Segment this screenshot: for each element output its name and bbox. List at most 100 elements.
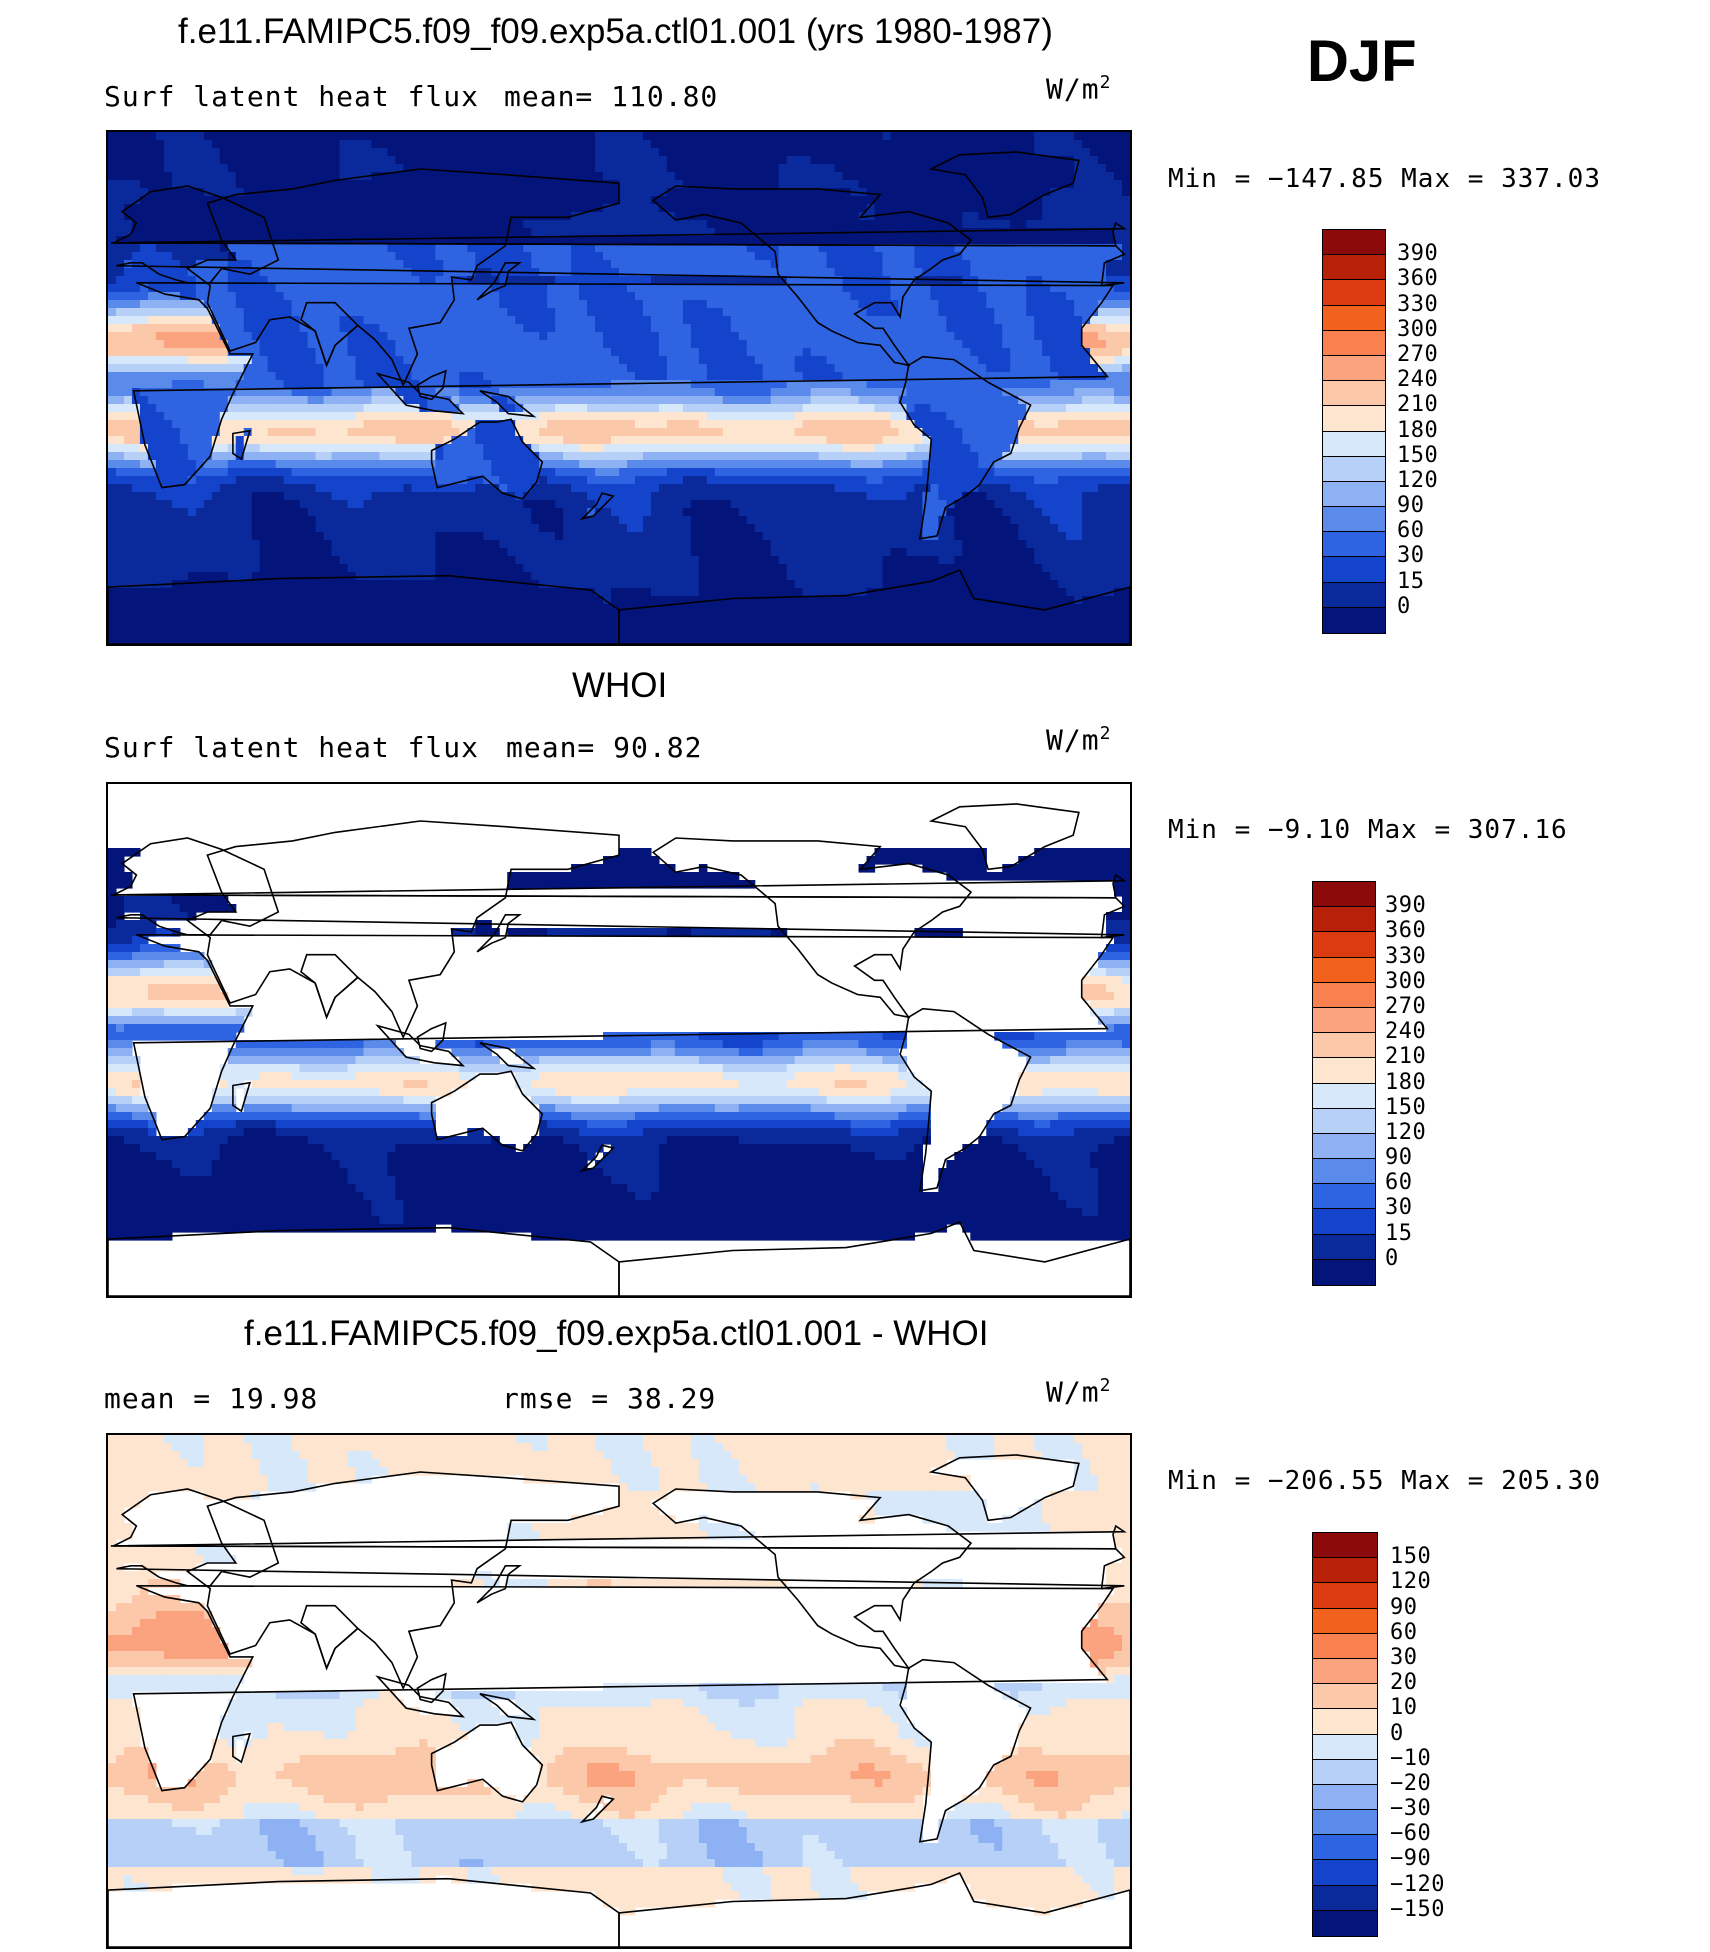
minmax-label-diff: Min = −206.55 Max = 205.30 (1168, 1466, 1601, 1496)
map-obs (106, 782, 1132, 1298)
coastline-antarctica (108, 574, 620, 644)
colorbar-tick-label: 210 (1397, 392, 1439, 418)
mean-label-model: mean= 110.80 (504, 80, 719, 113)
colorbar-tick-label: 330 (1385, 943, 1427, 969)
colorbar-cell (1323, 431, 1385, 457)
coastline-borneo (416, 1672, 447, 1704)
units-label-obs: W/m2 (1046, 723, 1112, 757)
coastline-australia (430, 1070, 544, 1152)
colorbar-cell (1323, 456, 1385, 482)
colorbar-cell (1313, 1558, 1377, 1584)
colorbar-tick-label: 150 (1397, 442, 1439, 468)
colorbar-tick-label: 30 (1397, 543, 1425, 569)
colorbar-cell (1323, 481, 1385, 508)
colorbar-cell (1313, 1734, 1377, 1760)
panel-title-obs: WHOI (572, 666, 668, 705)
colorbar-cell (1323, 305, 1385, 331)
panel-title-model: f.e11.FAMIPC5.f09_f09.exp5a.ctl01.001 (y… (178, 12, 1053, 51)
colorbar-tick-label: 30 (1390, 1644, 1418, 1670)
coastline-uk (110, 1524, 1127, 1550)
coastline-africa (132, 1585, 1115, 1792)
coastline-indonesia (375, 1675, 466, 1718)
colorbar-cell (1313, 1860, 1377, 1886)
coastline-india_extra (300, 301, 359, 368)
colorbar-tick-label: 300 (1385, 968, 1427, 994)
colorbar-cell (1313, 1133, 1375, 1160)
colorbar-tick-label: 360 (1385, 918, 1427, 944)
colorbar-tick-label: −10 (1390, 1745, 1432, 1771)
colorbar-cell (1313, 1684, 1377, 1710)
coastline-namerica (651, 1488, 973, 1670)
colorbar-cell (1313, 957, 1375, 983)
coastline-samerica (899, 1658, 1032, 1843)
coastline-indonesia (375, 372, 466, 415)
colorbar-cell (1313, 1910, 1377, 1936)
coastline-namerica (651, 837, 973, 1019)
colorbar-cell (1313, 1709, 1377, 1735)
colorbar-cell (1313, 1759, 1377, 1785)
coastline-nz (579, 492, 615, 521)
colorbar-cell (1313, 982, 1375, 1008)
colorbar-tick-label: 60 (1385, 1170, 1413, 1196)
colorbar-tick-label: 150 (1385, 1094, 1427, 1120)
coastline-antarctica2 (618, 1220, 1130, 1296)
colorbar-cell (1323, 255, 1385, 281)
coastline-uk (110, 873, 1127, 899)
coastline-madagascar (232, 1732, 252, 1764)
colorbar-tick-label: 270 (1397, 341, 1439, 367)
coastline-borneo (416, 1021, 447, 1053)
colorbar-cell (1313, 1810, 1377, 1836)
coastline-japan (476, 262, 522, 301)
minmax-label-model: Min = −147.85 Max = 337.03 (1168, 164, 1601, 194)
colorbar-cell (1313, 1058, 1375, 1084)
colorbar-tick-label: 120 (1390, 1569, 1432, 1595)
colorbar-cell (1313, 1583, 1377, 1609)
colorbar-tick-label: 390 (1397, 241, 1439, 267)
colorbar-cell (1323, 507, 1385, 533)
colorbar-tick-label: 180 (1385, 1069, 1427, 1095)
field-cells (108, 848, 1130, 1241)
colorbar-diff (1312, 1532, 1378, 1937)
colorbar-cell (1313, 1108, 1375, 1134)
season-label: DJF (1307, 29, 1417, 94)
mean-label-obs: mean= 90.82 (506, 731, 703, 764)
colorbar-cell (1323, 557, 1385, 583)
coastline-japan (476, 1565, 522, 1604)
colorbar-cell (1323, 381, 1385, 407)
colorbar-cell (1323, 532, 1385, 558)
field-cells (108, 1435, 1130, 1916)
coastline-samerica (899, 1007, 1032, 1192)
colorbar-cell (1313, 1184, 1375, 1210)
coastline-namerica (651, 185, 973, 367)
colorbar-cell (1323, 355, 1385, 382)
colorbar-tick-label: 120 (1397, 467, 1439, 493)
colorbar-cell (1313, 1007, 1375, 1034)
panel-title-diff: f.e11.FAMIPC5.f09_f09.exp5a.ctl01.001 - … (244, 1314, 989, 1353)
colorbar-cell (1323, 330, 1385, 356)
coastline-greenland (928, 1454, 1080, 1522)
colorbar-tick-label: 10 (1390, 1695, 1418, 1721)
coastline-antarctica2 (618, 568, 1130, 644)
coastline-newguinea (479, 390, 537, 418)
colorbar-tick-label: 300 (1397, 316, 1439, 342)
colorbar-tick-label: 270 (1385, 993, 1427, 1019)
coastline-samerica (899, 355, 1032, 540)
colorbar-cell (1313, 1083, 1375, 1109)
colorbar-tick-label: 180 (1397, 417, 1439, 443)
colorbar-cell (1313, 1234, 1375, 1260)
coastline-newguinea (479, 1693, 537, 1721)
colorbar-tick-label: −120 (1390, 1871, 1445, 1897)
coastline-madagascar (232, 429, 252, 461)
colorbar-tick-label: −90 (1390, 1846, 1432, 1872)
colorbar-cell (1313, 882, 1375, 908)
coastlines (108, 803, 1130, 1296)
coastline-antarctica (108, 1877, 620, 1947)
colorbar-tick-label: 360 (1397, 266, 1439, 292)
coastline-antarctica (108, 1226, 620, 1296)
map-field-diff (108, 1435, 1130, 1947)
colorbar-tick-label: −60 (1390, 1821, 1432, 1847)
colorbar-cell (1313, 1835, 1377, 1861)
field-cells (108, 132, 1130, 644)
colorbar-cell (1313, 1608, 1377, 1634)
colorbar-tick-label: 15 (1385, 1220, 1413, 1246)
